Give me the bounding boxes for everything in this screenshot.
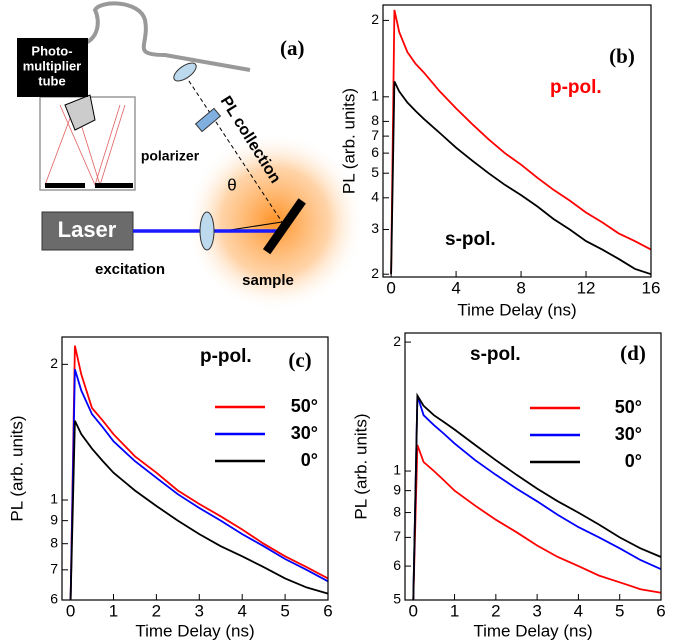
x-tick-label: 5 [615, 601, 624, 620]
y-tick-label: 3 [371, 220, 379, 236]
series-line [412, 444, 662, 601]
x-tick-label: 12 [577, 278, 596, 297]
y-tick-label: 1 [393, 462, 401, 478]
plot-frame [382, 4, 652, 278]
pmt-label: tube [38, 73, 65, 88]
legend-label: 0° [625, 451, 642, 471]
y-axis-title: PL (arb. units) [339, 88, 358, 194]
annotation: s-pol. [470, 344, 521, 365]
collection-path [184, 74, 283, 223]
laser-label: Laser [58, 217, 117, 242]
y-tick-label: 5 [393, 591, 401, 607]
x-tick-label: 5 [280, 601, 289, 620]
mirror [95, 183, 133, 188]
y-tick-label: 5 [371, 164, 379, 180]
sample [262, 198, 306, 255]
series-line [412, 395, 662, 601]
y-tick-label: 7 [393, 528, 401, 544]
y-tick-label: 6 [371, 144, 379, 160]
angle-label: θ [227, 175, 236, 194]
laser [41, 211, 134, 251]
legend-label: 50° [291, 396, 318, 416]
pmt-label: multiplier [23, 58, 82, 73]
x-tick-label: 2 [491, 601, 500, 620]
panel-label: (c) [288, 348, 311, 372]
y-tick-label: 4 [371, 189, 379, 205]
x-tick-label: 0 [66, 601, 75, 620]
y-tick-label: 6 [50, 591, 58, 607]
y-tick-label: 1 [371, 88, 379, 104]
series-line [69, 369, 329, 601]
legend-label: 0° [301, 450, 318, 470]
x-tick-label: 0 [386, 278, 395, 297]
y-tick-label: 2 [371, 11, 379, 27]
excitation-label: excitation [95, 261, 165, 278]
series-line [69, 345, 329, 601]
annotation: s-pol. [445, 229, 496, 250]
y-tick-label: 1 [50, 491, 58, 507]
legend-label: 30° [291, 423, 318, 443]
x-tick-label: 6 [656, 601, 665, 620]
x-tick-label: 6 [323, 601, 332, 620]
pmt [17, 38, 88, 97]
plot-frame [61, 336, 329, 601]
x-tick-label: 1 [450, 601, 459, 620]
series-line [390, 81, 652, 276]
x-tick-label: 4 [574, 601, 583, 620]
glow [185, 132, 365, 312]
x-tick-label: 4 [237, 601, 246, 620]
x-tick-label: 3 [195, 601, 204, 620]
setup-diagram: Photo- multiplier tube Laser (a) PL coll… [17, 1, 365, 312]
mirror [45, 183, 85, 188]
polarizer-label: polarizer [141, 148, 200, 164]
panel-label: (d) [620, 341, 646, 365]
x-tick-label: 2 [152, 601, 161, 620]
y-tick-label: 9 [393, 481, 401, 497]
legend-label: 30° [615, 424, 642, 444]
x-tick-label: 0 [409, 601, 418, 620]
x-tick-label: 3 [532, 601, 541, 620]
series-line [390, 9, 652, 275]
x-tick-label: 16 [642, 278, 661, 297]
lens [199, 211, 215, 251]
y-tick-label: 2 [50, 355, 58, 371]
panel-label: (b) [609, 44, 635, 68]
polarizer [194, 107, 222, 133]
y-tick-label: 8 [371, 112, 379, 128]
fiber [79, 1, 251, 72]
y-tick-label: 8 [50, 534, 58, 550]
y-tick-label: 8 [393, 503, 401, 519]
grating [64, 94, 96, 131]
x-axis-title: Time Delay (ns) [457, 300, 576, 319]
legend-label: 50° [615, 397, 642, 417]
y-axis-title: PL (arb. units) [351, 413, 370, 519]
y-tick-label: 7 [371, 127, 379, 143]
x-axis-title: Time Delay (ns) [473, 621, 592, 640]
annotation: p-pol. [550, 77, 602, 98]
panel-label: (a) [280, 36, 305, 60]
series-line [412, 392, 662, 601]
lens [173, 62, 197, 82]
series-line [69, 420, 329, 601]
y-tick-label: 9 [50, 511, 58, 527]
spectrometer [39, 96, 136, 191]
y-tick-label: 2 [393, 333, 401, 349]
plot-frame [404, 332, 662, 601]
y-tick-label: 6 [393, 557, 401, 573]
angle-line [229, 221, 283, 231]
sample-label: sample [242, 272, 294, 289]
y-axis-title: PL (arb. units) [7, 415, 26, 521]
pmt-label: Photo- [31, 43, 72, 58]
x-tick-label: 4 [451, 278, 460, 297]
annotation: p-pol. [200, 346, 252, 367]
x-tick-label: 1 [109, 601, 118, 620]
y-tick-label: 7 [50, 561, 58, 577]
x-axis-title: Time Delay (ns) [135, 621, 254, 640]
y-tick-label: 2 [371, 265, 379, 281]
x-tick-label: 8 [516, 278, 525, 297]
